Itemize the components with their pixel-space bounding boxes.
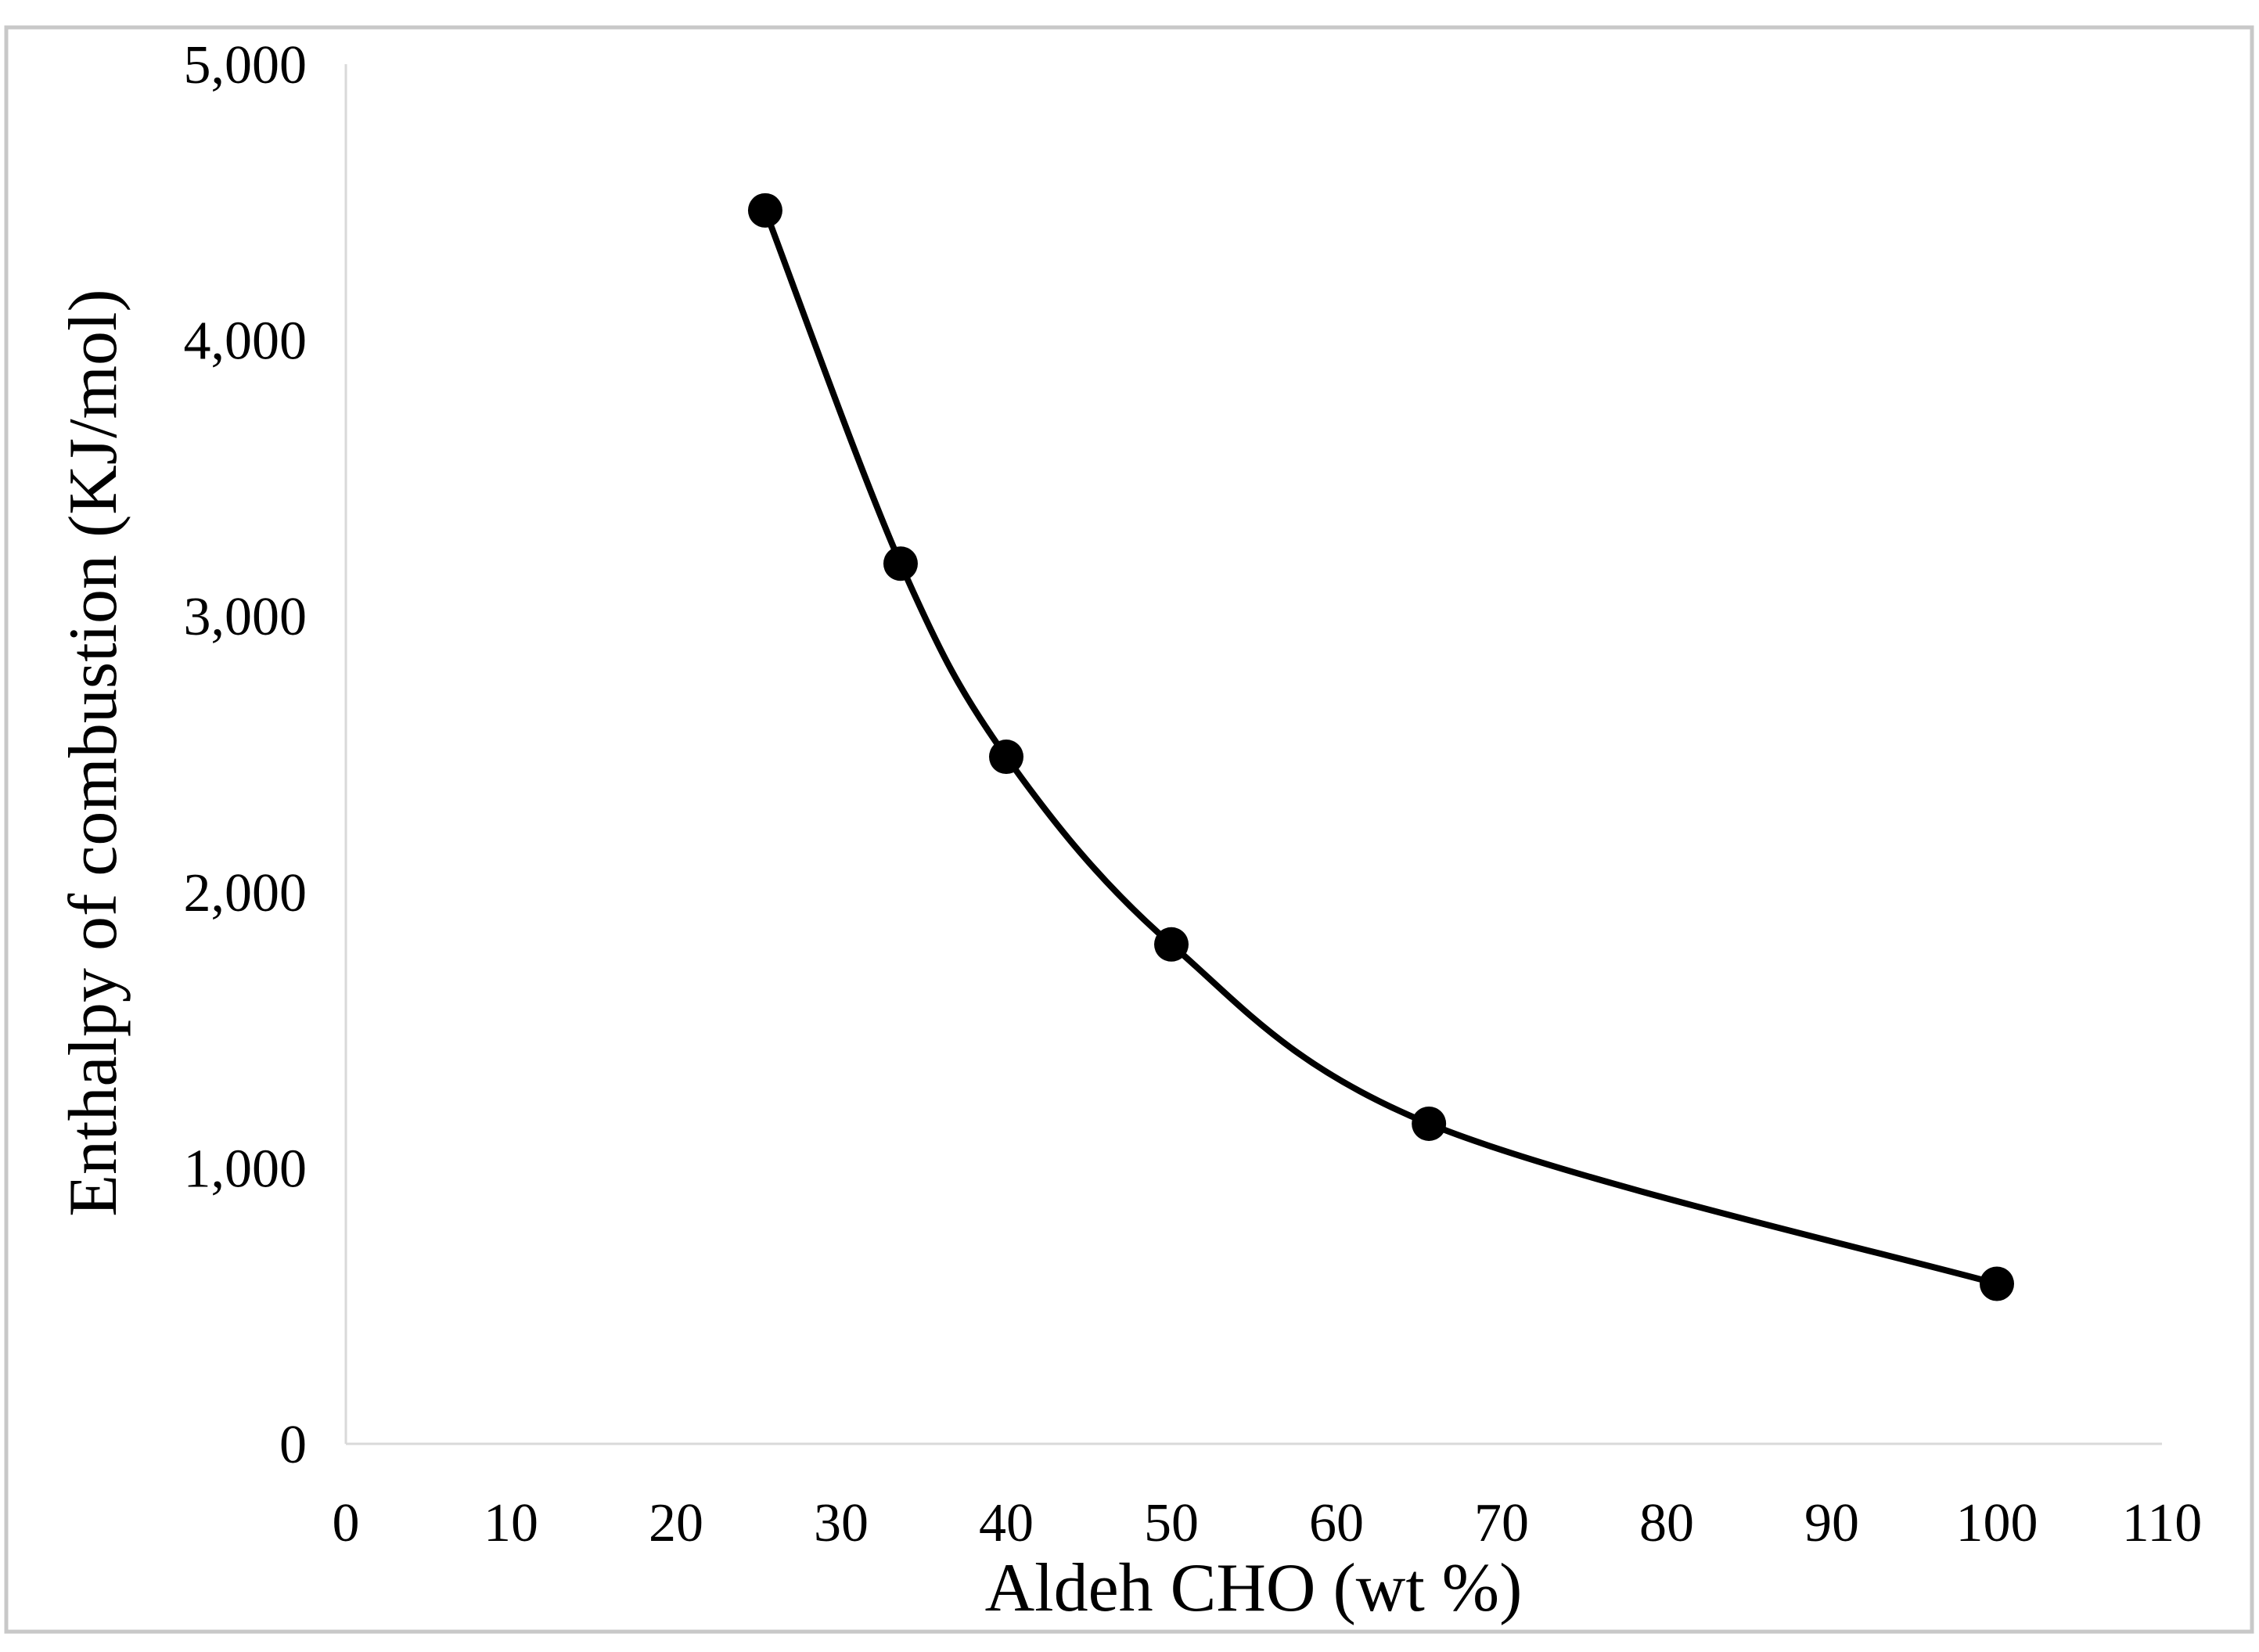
series-line	[761, 207, 2000, 1287]
x-tick-label: 0	[333, 1493, 360, 1553]
data-point	[1154, 927, 1189, 962]
x-tick-label: 30	[814, 1493, 869, 1553]
x-tick-label: 110	[2122, 1493, 2202, 1553]
data-point	[1980, 1266, 2014, 1301]
x-tick-label: 60	[1309, 1493, 1364, 1553]
axes	[344, 64, 2162, 1445]
y-tick-label: 0	[279, 1415, 307, 1475]
chart-frame	[4, 25, 2254, 1634]
y-axis-label: Enthalpy of combustion (KJ/mol)	[56, 289, 131, 1216]
x-tick-label: 70	[1474, 1493, 1529, 1553]
y-tick-label: 4,000	[184, 311, 308, 372]
data-point	[1412, 1106, 1447, 1141]
data-points	[747, 193, 2014, 1301]
y-tick-label: 3,000	[184, 587, 308, 647]
y-tick-label: 1,000	[184, 1139, 308, 1199]
x-tick-label: 90	[1804, 1493, 1859, 1553]
x-tick-label: 10	[484, 1493, 538, 1553]
y-tick-label: 5,000	[184, 35, 308, 95]
x-tick-label: 40	[979, 1493, 1034, 1553]
data-point	[989, 740, 1023, 775]
x-axis-label: Aldeh CHO (wt %)	[985, 1550, 1523, 1626]
y-tick-label: 2,000	[184, 863, 308, 923]
x-tick-label: 80	[1639, 1493, 1694, 1553]
data-point	[747, 193, 782, 228]
x-tick-labels: 0 10 20 30 40 50 60 70 80 90 100 110	[333, 1493, 2203, 1553]
x-tick-label: 50	[1144, 1493, 1199, 1553]
y-tick-labels: 0 1,000 2,000 3,000 4,000 5,000	[184, 35, 308, 1475]
x-tick-label: 20	[649, 1493, 703, 1553]
data-point	[883, 546, 918, 581]
x-tick-label: 100	[1956, 1493, 2038, 1553]
